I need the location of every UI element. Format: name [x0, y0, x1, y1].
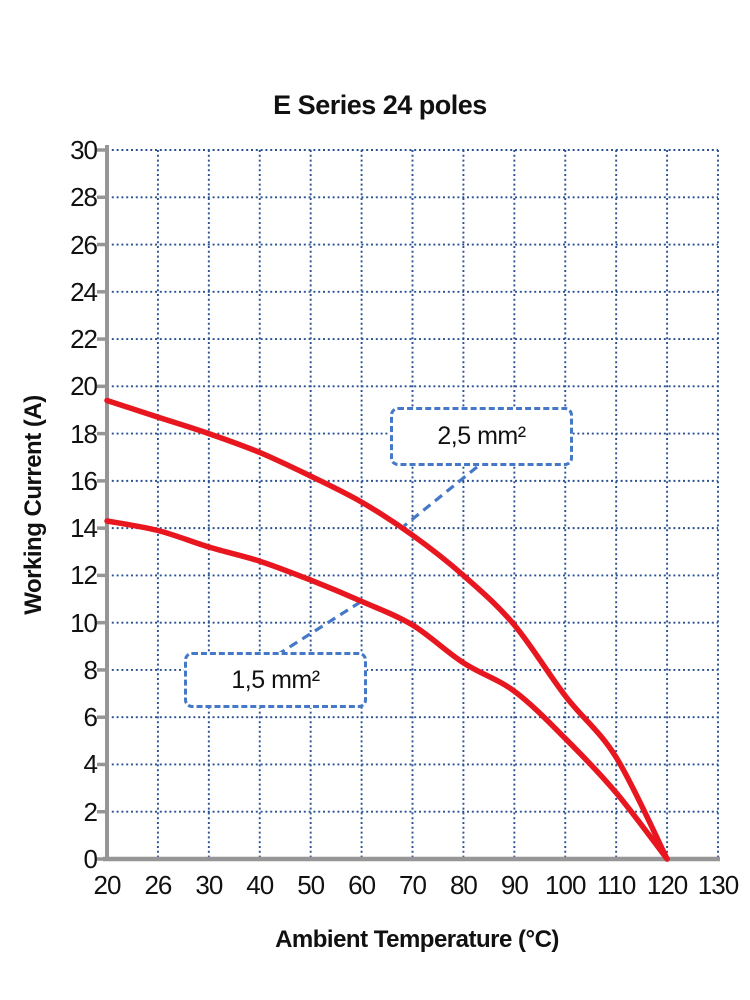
annotation-leader-line-1 — [276, 599, 363, 657]
x-tick-label: 70 — [399, 870, 427, 900]
x-tick-label: 20 — [93, 870, 122, 900]
x-tick-label: 120 — [646, 870, 688, 900]
y-tick-label: 0 — [83, 844, 98, 874]
annotation-box-1-5mm: 1,5 mm² — [184, 652, 367, 708]
y-tick-label: 14 — [70, 513, 98, 544]
curve-1 — [104, 518, 670, 862]
y-tick-label: 8 — [83, 654, 98, 685]
x-tick-label: 40 — [246, 870, 274, 900]
y-tick-label: 4 — [83, 749, 98, 780]
x-tick-label: 110 — [596, 870, 636, 900]
x-tick-label: 80 — [449, 870, 478, 900]
y-tick-label: 20 — [70, 371, 98, 402]
curve-0 — [104, 397, 670, 862]
annotation-box-2-5mm: 2,5 mm² — [390, 407, 573, 466]
x-axis-title: Ambient Temperature (°C) — [275, 926, 559, 953]
x-tick-label: 60 — [348, 870, 376, 900]
y-tick-label: 10 — [70, 607, 98, 638]
annotation-label-1-5mm: 1,5 mm² — [231, 665, 320, 694]
y-tick-label: 30 — [70, 135, 98, 165]
annotation-leader-line-0 — [402, 465, 479, 528]
x-tick-label: 90 — [500, 870, 529, 900]
x-tick-label: 100 — [545, 870, 586, 900]
annotation-label-2-5mm: 2,5 mm² — [437, 422, 526, 450]
y-tick-label: 18 — [70, 418, 98, 449]
y-tick-label: 6 — [83, 702, 98, 733]
y-tick-label: 12 — [70, 560, 98, 591]
x-tick-label: 130 — [697, 870, 739, 900]
x-tick-label: 26 — [144, 870, 172, 900]
chart-title: E Series 24 poles — [273, 90, 487, 120]
y-tick-label: 28 — [70, 182, 98, 213]
x-tick-label: 50 — [297, 870, 325, 900]
x-tick-label: 30 — [195, 870, 223, 900]
y-tick-label: 22 — [70, 324, 98, 355]
y-tick-label: 24 — [70, 276, 98, 307]
y-tick-label: 16 — [70, 465, 98, 496]
y-tick-label: 2 — [83, 796, 98, 827]
y-tick-label: 26 — [70, 229, 98, 260]
